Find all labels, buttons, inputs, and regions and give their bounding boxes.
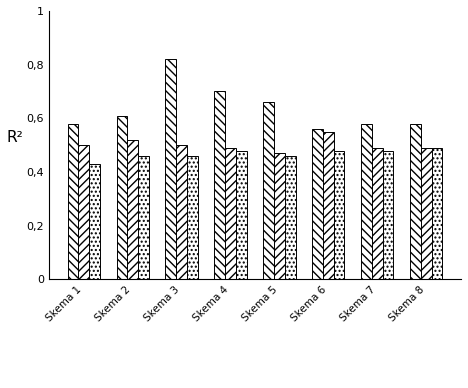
Bar — [312, 129, 323, 279]
Bar — [431, 148, 442, 279]
Bar — [127, 140, 138, 279]
Bar — [236, 151, 247, 279]
Bar — [274, 153, 285, 279]
Bar — [187, 156, 198, 279]
Bar — [166, 59, 176, 279]
Bar — [79, 145, 89, 279]
Bar — [138, 156, 149, 279]
Bar — [176, 145, 187, 279]
Bar — [334, 151, 344, 279]
Y-axis label: R²: R² — [7, 130, 24, 145]
Bar — [225, 148, 236, 279]
Bar — [421, 148, 431, 279]
Bar — [361, 124, 372, 279]
Bar — [285, 156, 296, 279]
Bar — [372, 148, 383, 279]
Bar — [68, 124, 79, 279]
Bar — [383, 151, 394, 279]
Bar — [263, 102, 274, 279]
Bar — [410, 124, 421, 279]
Bar — [214, 92, 225, 279]
Bar — [323, 132, 334, 279]
Bar — [89, 164, 100, 279]
Bar — [117, 116, 127, 279]
